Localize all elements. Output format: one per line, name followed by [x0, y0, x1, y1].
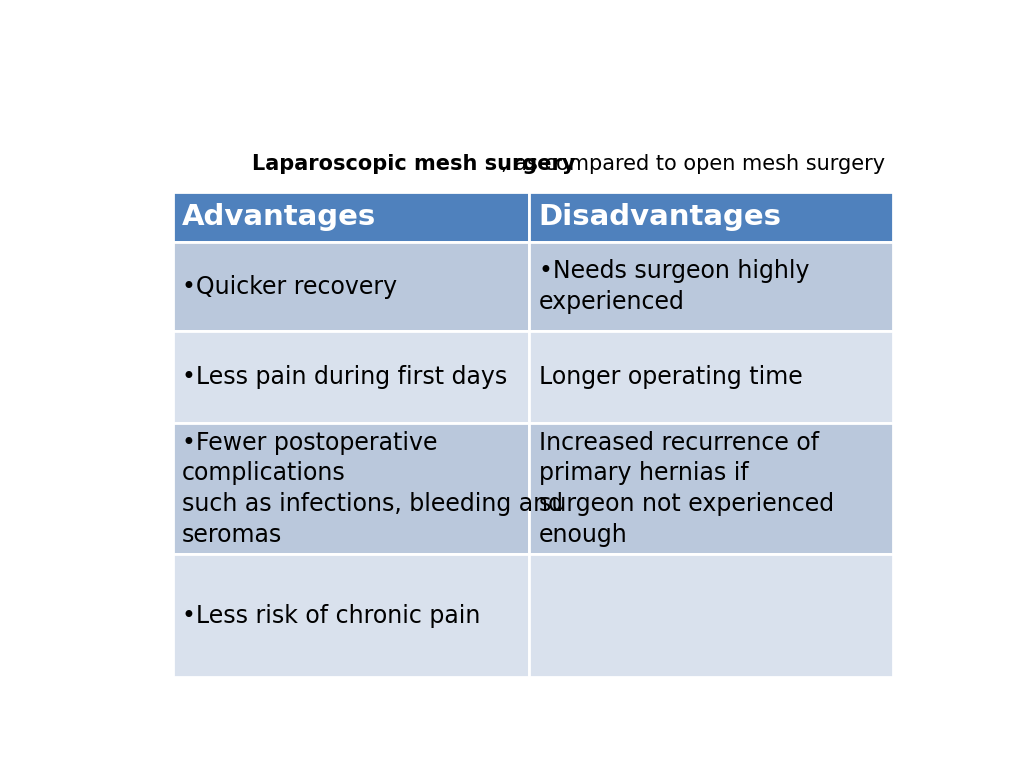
Text: •Less pain during first days: •Less pain during first days [182, 365, 508, 389]
Bar [529, 554, 893, 677]
Text: Advantages: Advantages [182, 204, 377, 231]
Bar [529, 243, 893, 331]
Text: Increased recurrence of
primary hernias if
surgeon not experienced
enough: Increased recurrence of primary hernias … [539, 431, 834, 547]
Text: Longer operating time: Longer operating time [539, 365, 802, 389]
Text: , as compared to open mesh surgery: , as compared to open mesh surgery [502, 154, 886, 174]
Text: •Fewer postoperative
complications
such as infections, bleeding and
seromas: •Fewer postoperative complications such … [182, 431, 563, 547]
Text: •Quicker recovery: •Quicker recovery [182, 275, 397, 299]
Bar [173, 554, 529, 677]
Bar [529, 192, 893, 243]
Bar [529, 423, 893, 554]
Bar [173, 423, 529, 554]
Text: Laparoscopic mesh surgery: Laparoscopic mesh surgery [252, 154, 575, 174]
Text: •Less risk of chronic pain: •Less risk of chronic pain [182, 604, 480, 627]
Text: •Needs surgeon highly
experienced: •Needs surgeon highly experienced [539, 260, 809, 314]
Bar [173, 331, 529, 423]
Text: Disadvantages: Disadvantages [539, 204, 781, 231]
Bar [529, 331, 893, 423]
Bar [173, 192, 529, 243]
Bar [173, 243, 529, 331]
